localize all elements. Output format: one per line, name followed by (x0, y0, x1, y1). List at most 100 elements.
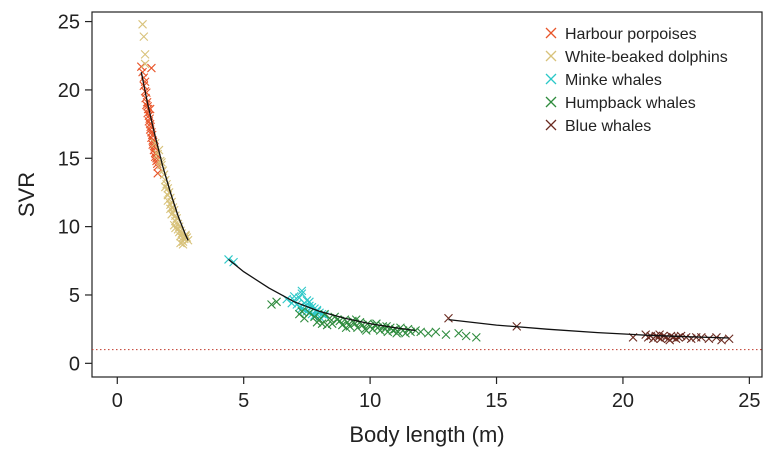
y-tick-label: 10 (58, 217, 80, 239)
fit-curves-layer (140, 71, 730, 339)
data-point (312, 317, 322, 327)
y-tick-label: 25 (58, 12, 80, 34)
data-point (411, 326, 421, 335)
data-points-layer (136, 19, 734, 345)
data-point (441, 330, 451, 340)
y-tick-label: 20 (58, 80, 80, 102)
legend-marker (545, 27, 557, 39)
data-point (157, 160, 166, 170)
data-point (704, 334, 714, 344)
x-tick-label: 0 (112, 390, 123, 412)
y-tick-label: 0 (69, 353, 80, 375)
legend-label: Blue whales (565, 118, 651, 135)
data-point (653, 332, 663, 342)
data-point (305, 308, 314, 318)
plot-border (91, 11, 763, 378)
data-point (297, 286, 307, 296)
data-point (325, 313, 335, 323)
fit-curve-1 (228, 258, 416, 332)
data-point (229, 257, 238, 267)
x-tick-label: 25 (738, 390, 760, 412)
data-point (136, 62, 146, 72)
data-point (353, 323, 362, 333)
data-point (272, 297, 281, 307)
plot-frame (91, 11, 763, 378)
legend-marker (545, 50, 557, 62)
data-point (297, 289, 307, 298)
data-point (138, 19, 147, 29)
data-point (375, 326, 385, 335)
data-point (138, 67, 147, 77)
legend-label: White-beaked dolphins (565, 49, 728, 66)
data-point (317, 319, 327, 329)
data-point (167, 209, 177, 219)
data-point (665, 335, 675, 345)
x-tick-label: 20 (612, 390, 634, 412)
data-point (431, 327, 441, 337)
data-point (267, 300, 276, 309)
fit-curve-0 (140, 71, 189, 241)
x-tick-label: 15 (485, 390, 507, 412)
legend: Harbour porpoises White-beaked dolphins Mi… (545, 26, 728, 135)
series-1 (138, 19, 193, 249)
data-point (147, 63, 156, 73)
data-point (176, 238, 185, 248)
y-axis-label: SVR (14, 172, 39, 217)
data-point (361, 326, 371, 335)
data-point (322, 320, 332, 330)
data-point (145, 104, 155, 114)
data-point (655, 330, 664, 340)
fit-curve-2 (448, 318, 730, 339)
legend-label: Minke whales (565, 72, 662, 89)
x-axis-label: Body length (m) (349, 422, 504, 447)
data-point (305, 297, 314, 307)
data-point (172, 214, 182, 223)
data-point (174, 227, 184, 237)
legend-label: Harbour porpoises (565, 26, 697, 43)
data-point (152, 156, 161, 166)
series-2 (224, 255, 329, 322)
y-tick-label: 15 (58, 148, 80, 170)
data-point (327, 319, 337, 329)
data-point (165, 204, 175, 214)
data-point (297, 306, 307, 316)
data-point (312, 306, 322, 316)
data-point (139, 32, 149, 41)
data-point (674, 332, 683, 342)
data-point (686, 334, 696, 344)
data-point (140, 49, 150, 59)
series-0 (136, 62, 163, 178)
data-point (724, 334, 734, 344)
data-point (289, 291, 299, 301)
data-point (454, 328, 463, 338)
data-point (159, 170, 169, 180)
data-point (310, 311, 319, 320)
data-point (681, 332, 691, 342)
data-point (372, 319, 381, 329)
data-point (178, 240, 188, 249)
data-point (150, 148, 160, 158)
data-point (444, 313, 453, 323)
data-point (341, 323, 351, 333)
x-axis-ticks: 0 5 10 15 20 25 (112, 377, 760, 412)
data-point (461, 331, 471, 341)
data-point (140, 59, 150, 69)
data-point (141, 88, 151, 98)
legend-marker (545, 96, 557, 108)
data-point (471, 332, 481, 342)
data-point (351, 315, 361, 324)
legend-label: Humpback whales (565, 95, 696, 112)
x-tick-label: 5 (238, 390, 249, 412)
data-point (310, 312, 319, 322)
data-point (383, 327, 393, 337)
data-point (661, 332, 671, 342)
x-tick-label: 10 (359, 390, 381, 412)
series-4 (444, 313, 734, 345)
data-point (169, 220, 179, 230)
y-tick-label: 5 (69, 285, 80, 307)
y-axis-ticks: 0 5 10 15 20 25 (58, 12, 92, 375)
data-point (416, 327, 426, 337)
data-point (401, 328, 410, 338)
legend-marker (545, 73, 557, 85)
